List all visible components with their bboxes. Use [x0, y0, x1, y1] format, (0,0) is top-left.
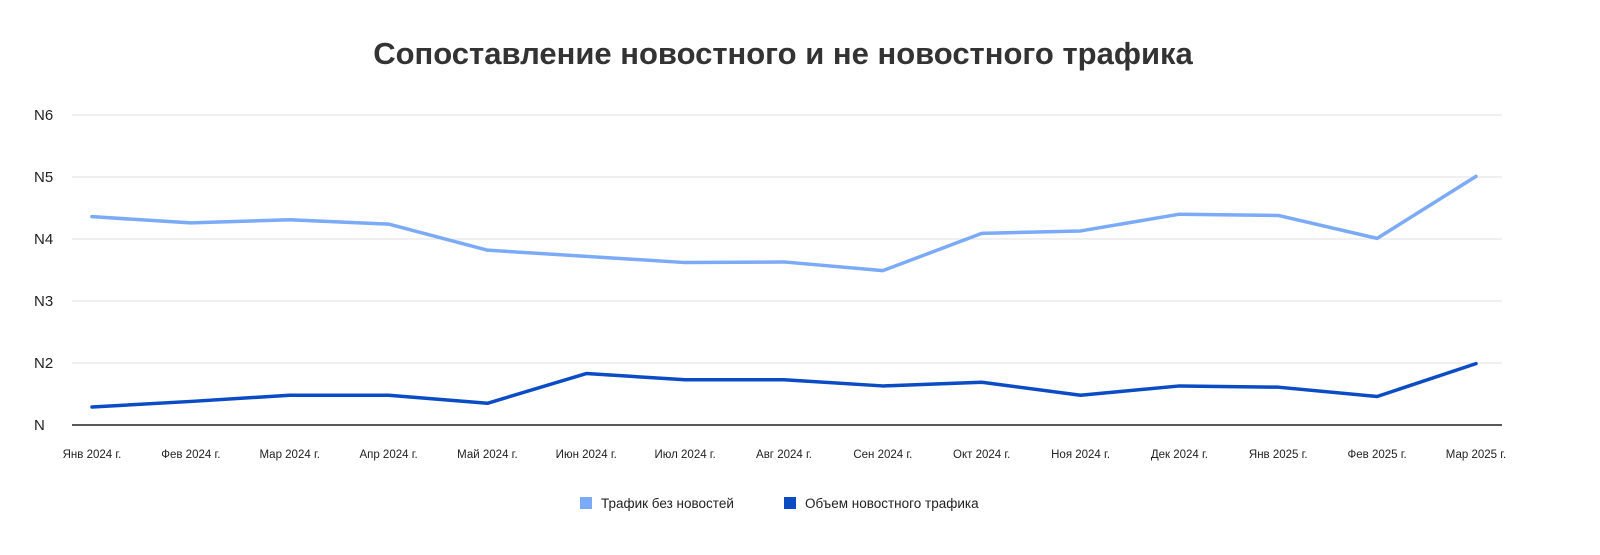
- data-point: [189, 399, 193, 403]
- data-point: [387, 222, 391, 226]
- y-tick-label: N3: [34, 293, 53, 310]
- data-point: [485, 248, 489, 252]
- data-point: [485, 401, 489, 405]
- data-point: [1474, 174, 1478, 178]
- data-point: [1177, 384, 1181, 388]
- data-point: [584, 254, 588, 258]
- series-lines: [90, 174, 1478, 409]
- x-tick-label: Фев 2024 г.: [161, 449, 220, 461]
- x-tick-label: Мар 2024 г.: [259, 449, 319, 461]
- x-axis-ticks: Янв 2024 г. Фев 2024 г. Мар 2024 г. Апр 202…: [63, 449, 1507, 461]
- y-tick-label: N4: [34, 231, 53, 248]
- data-point: [1375, 236, 1379, 240]
- x-tick-label: Июл 2024 г.: [654, 449, 715, 461]
- data-point: [189, 221, 193, 225]
- data-point: [1276, 385, 1280, 389]
- data-point: [1079, 229, 1083, 233]
- grid-lines: [72, 114, 1502, 426]
- legend-label: Объем новостного трафика: [805, 496, 979, 511]
- data-point: [683, 261, 687, 265]
- x-tick-label: Май 2024 г.: [457, 449, 518, 461]
- x-tick-label: Мар 2025 г.: [1446, 449, 1506, 461]
- series-line-1: [90, 174, 1478, 273]
- data-point: [881, 269, 885, 273]
- data-point: [782, 378, 786, 382]
- x-tick-label: Фев 2025 г.: [1348, 449, 1407, 461]
- data-point: [1375, 394, 1379, 398]
- data-point: [1276, 213, 1280, 217]
- data-point: [387, 393, 391, 397]
- legend: Трафик без новостей Объем новостного траф…: [580, 496, 979, 511]
- data-point: [1177, 212, 1181, 216]
- data-point: [683, 378, 687, 382]
- x-tick-label: Июн 2024 г.: [556, 449, 617, 461]
- legend-label: Трафик без новостей: [601, 496, 734, 511]
- x-tick-label: Ноя 2024 г.: [1051, 449, 1110, 461]
- y-axis-ticks: N N2 N3 N4 N5 N6: [34, 107, 53, 434]
- y-tick-label: N6: [34, 107, 53, 124]
- data-point: [584, 372, 588, 376]
- legend-swatch: [580, 497, 592, 509]
- x-tick-label: Окт 2024 г.: [953, 449, 1010, 461]
- legend-swatch: [784, 497, 796, 509]
- data-point: [1079, 393, 1083, 397]
- data-point: [288, 393, 292, 397]
- y-tick-label: N5: [34, 169, 53, 186]
- x-tick-label: Янв 2024 г.: [63, 449, 122, 461]
- x-tick-label: Дек 2024 г.: [1151, 449, 1208, 461]
- chart-title: Сопоставление новостного и не новостного…: [373, 36, 1193, 71]
- x-tick-label: Апр 2024 г.: [359, 449, 417, 461]
- data-point: [90, 405, 94, 409]
- y-tick-label: N2: [34, 355, 53, 372]
- data-point: [90, 215, 94, 219]
- y-tick-label: N: [34, 417, 45, 434]
- data-point: [980, 380, 984, 384]
- x-tick-label: Сен 2024 г.: [853, 449, 912, 461]
- data-point: [980, 231, 984, 235]
- x-tick-label: Янв 2025 г.: [1249, 449, 1308, 461]
- series-line-2: [90, 361, 1478, 409]
- data-point: [1474, 362, 1478, 366]
- data-point: [782, 260, 786, 264]
- x-tick-label: Авг 2024 г.: [756, 449, 812, 461]
- data-point: [288, 218, 292, 222]
- data-point: [881, 384, 885, 388]
